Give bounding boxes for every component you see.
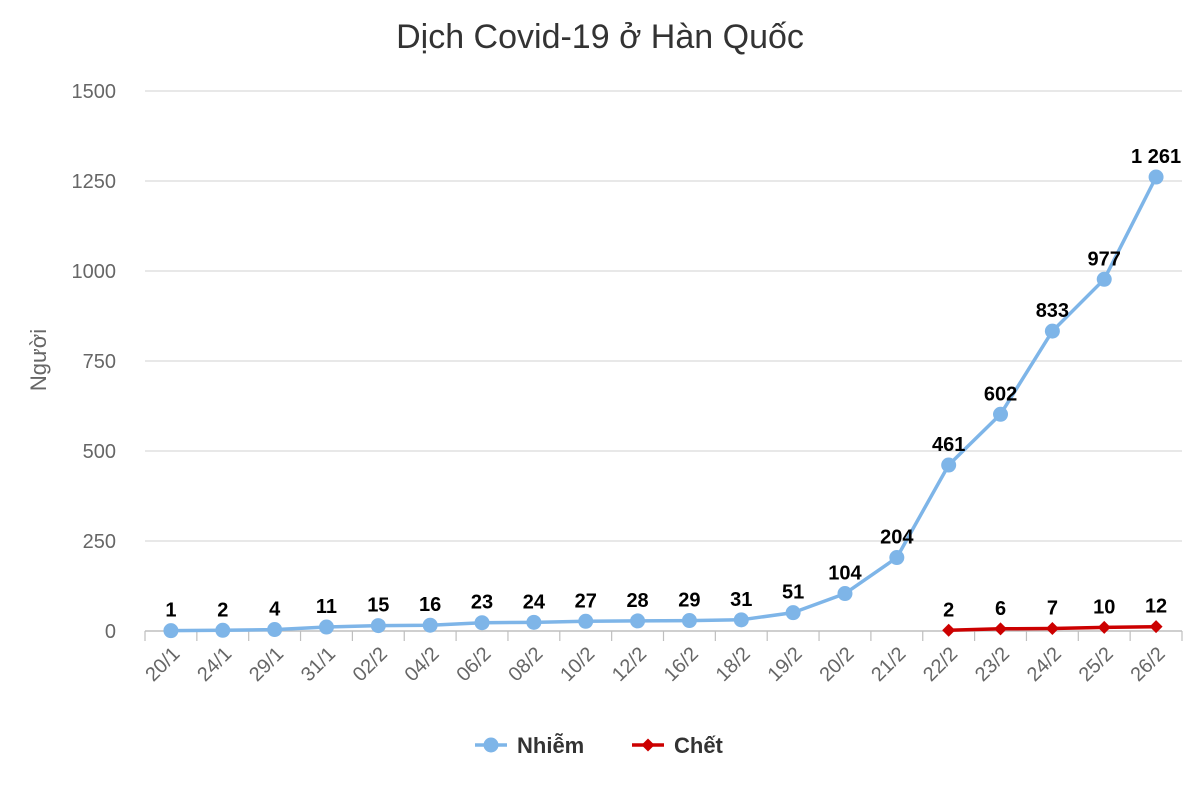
data-label: 51 xyxy=(782,582,804,604)
series-deaths: 2 6 7 10 12 xyxy=(942,596,1167,637)
data-label: 15 xyxy=(367,595,389,617)
x-tick-label: 18/2 xyxy=(712,643,755,686)
data-point xyxy=(1097,620,1111,634)
x-tick-label: 10/2 xyxy=(556,643,599,686)
data-label: 7 xyxy=(1047,597,1058,619)
legend-label: Chết xyxy=(674,733,724,758)
data-point xyxy=(1044,323,1060,339)
data-point xyxy=(993,406,1009,422)
y-tick-label: 500 xyxy=(83,441,116,463)
legend-marker xyxy=(641,738,655,752)
y-tick-label: 250 xyxy=(83,531,116,553)
data-point xyxy=(474,615,490,631)
data-point xyxy=(1148,169,1164,185)
data-label: 602 xyxy=(984,383,1017,405)
data-label: 104 xyxy=(828,563,862,585)
data-point xyxy=(681,613,697,629)
x-tick-label: 26/2 xyxy=(1127,643,1170,686)
x-tick-label: 25/2 xyxy=(1075,643,1118,686)
x-tick-label: 24/2 xyxy=(1023,643,1066,686)
data-label: 24 xyxy=(523,591,546,613)
y-axis-label: Người xyxy=(26,329,51,391)
legend-marker xyxy=(483,737,499,753)
x-tick-label: 08/2 xyxy=(504,643,547,686)
data-label: 10 xyxy=(1093,596,1115,618)
legend-label: Nhiễm xyxy=(517,733,584,758)
data-label: 2 xyxy=(943,599,954,621)
gridlines xyxy=(145,90,1182,542)
y-tick-label: 0 xyxy=(105,621,116,643)
x-tick-label: 12/2 xyxy=(608,643,651,686)
data-label: 27 xyxy=(575,590,597,612)
series-infected: 1 2 4 11 15 16 23 24 27 28 29 31 5110420446160283397… xyxy=(163,146,1181,639)
data-point xyxy=(163,623,179,639)
data-label: 6 xyxy=(995,598,1006,620)
data-point xyxy=(941,457,957,473)
x-tick-label: 24/1 xyxy=(193,643,236,686)
y-tick-label: 1000 xyxy=(72,261,117,283)
data-point xyxy=(1045,621,1059,635)
x-tick-label: 31/1 xyxy=(297,643,340,686)
y-tick-label: 1500 xyxy=(72,81,117,103)
x-tick-label: 20/1 xyxy=(141,643,184,686)
series-line xyxy=(170,176,1158,633)
x-tick-label: 02/2 xyxy=(349,643,392,686)
data-point xyxy=(526,614,542,630)
data-label: 1 261 xyxy=(1131,146,1181,168)
data-label: 461 xyxy=(932,434,965,456)
data-label: 29 xyxy=(678,590,700,612)
x-tick-label: 19/2 xyxy=(764,643,807,686)
data-point xyxy=(837,586,853,602)
data-point xyxy=(889,550,905,566)
data-label: 833 xyxy=(1036,300,1069,322)
x-tick-label: 29/1 xyxy=(245,643,288,686)
x-tick-label: 06/2 xyxy=(452,643,495,686)
data-label: 11 xyxy=(316,596,337,618)
data-point xyxy=(785,605,801,621)
data-label: 1 xyxy=(165,600,176,622)
x-tick-label: 21/2 xyxy=(867,643,910,686)
x-tick-label: 04/2 xyxy=(401,643,444,686)
data-point xyxy=(370,618,386,634)
data-label: 4 xyxy=(269,599,281,621)
data-point xyxy=(994,622,1008,636)
data-label: 31 xyxy=(730,589,752,611)
data-label: 2 xyxy=(217,599,228,621)
data-point xyxy=(1096,271,1112,287)
data-label: 977 xyxy=(1088,248,1121,270)
x-tick-label: 23/2 xyxy=(971,643,1014,686)
data-point xyxy=(318,619,334,635)
data-label: 23 xyxy=(471,592,493,614)
series-layer: 1 2 4 11 15 16 23 24 27 28 29 31 5110420446160283397… xyxy=(163,146,1181,639)
chart-title: Dịch Covid-19 ở Hàn Quốc xyxy=(396,18,804,56)
data-point xyxy=(267,622,283,638)
x-tick-label: 20/2 xyxy=(815,643,858,686)
data-point xyxy=(578,613,594,629)
data-point xyxy=(733,612,749,628)
y-tick-label: 750 xyxy=(83,351,116,373)
x-tick-label: 16/2 xyxy=(660,643,703,686)
data-point xyxy=(215,622,231,638)
data-label: 28 xyxy=(626,590,648,612)
data-point xyxy=(630,613,646,629)
legend: Nhiễm Chết xyxy=(475,733,724,758)
data-point xyxy=(422,617,438,633)
y-tick-label: 1250 xyxy=(72,171,117,193)
data-label: 16 xyxy=(419,594,441,616)
data-point xyxy=(942,623,956,637)
x-tick-label: 22/2 xyxy=(919,643,962,686)
data-label: 12 xyxy=(1145,596,1167,618)
data-label: 204 xyxy=(880,527,914,549)
data-point xyxy=(1149,620,1163,634)
